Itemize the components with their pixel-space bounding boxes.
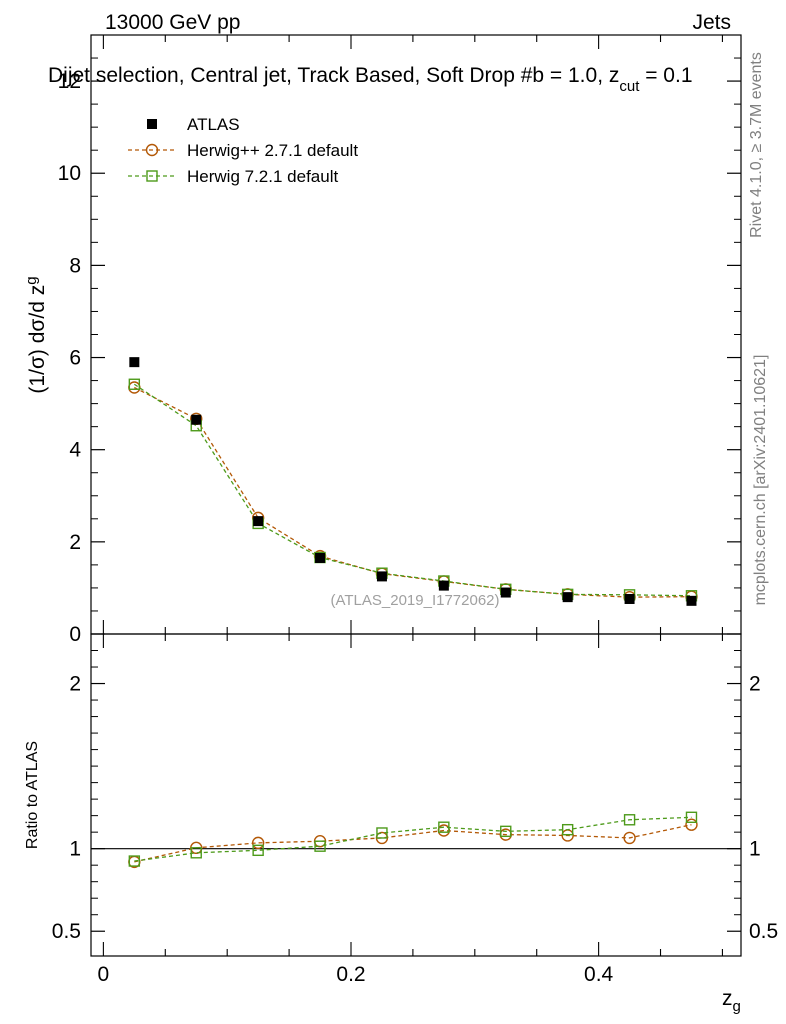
- x-tick-label: 0.4: [584, 963, 614, 986]
- header-energy: 13000 GeV pp: [105, 11, 240, 34]
- atlas-main-point: [562, 592, 573, 603]
- legend-herwigpp-marker: [145, 143, 159, 157]
- herwigpp-ratio-line: [134, 824, 692, 863]
- rivet-version-label: Rivet 4.1.0, ≥ 3.7M events: [748, 52, 765, 238]
- atlas-main-point: [129, 357, 140, 368]
- plot-title: Dijet selection, Central jet, Track Base…: [48, 64, 693, 95]
- ratio-panel-frame: [90, 633, 742, 957]
- main-y-tick-label: 10: [58, 162, 81, 185]
- x-axis-label-sub: g: [733, 998, 741, 1015]
- atlas-main-point: [438, 580, 449, 591]
- analysis-watermark: (ATLAS_2019_I1772062): [330, 592, 499, 609]
- main-y-tick-label: 8: [69, 254, 81, 277]
- herwig7-ratio-point: [252, 844, 264, 857]
- atlas-main-point: [315, 552, 326, 563]
- plot-title-main: Dijet selection, Central jet, Track Base…: [48, 64, 619, 87]
- main-y-axis-label: (1/σ) dσ/d zg: [23, 276, 49, 393]
- ratio-y-tick-label-right: 1: [749, 838, 761, 861]
- main-axes: 0 2 4 6 8 10 12: [58, 35, 741, 646]
- atlas-main-point: [500, 587, 511, 598]
- atlas-main-point: [376, 571, 387, 582]
- main-series-layer: [128, 357, 698, 606]
- ratio-y-tick-label-right: 0.5: [749, 920, 778, 943]
- herwig7-ratio-point: [623, 814, 636, 826]
- herwig7-main-point: [128, 378, 141, 390]
- atlas-main-point: [253, 516, 264, 527]
- main-y-axis-label-sub: g: [23, 276, 40, 284]
- herwigpp-ratio-point: [251, 836, 265, 850]
- herwig7-ratio-point: [500, 825, 512, 838]
- atlas-main-point: [624, 593, 635, 604]
- x-tick-label: 0.2: [336, 963, 365, 986]
- header-category: Jets: [692, 11, 731, 34]
- herwig7-ratio-point: [438, 821, 450, 833]
- herwig7-ratio-point: [561, 823, 574, 836]
- legend-atlas-label: ATLAS: [187, 115, 240, 134]
- herwig7-ratio-point: [376, 827, 388, 839]
- plot-title-sub: cut: [619, 78, 640, 95]
- main-y-tick-label: 0: [69, 623, 81, 646]
- herwig7-ratio-point: [190, 847, 202, 859]
- x-tick-label: 0: [98, 963, 110, 986]
- herwig7-main-line: [133, 383, 692, 597]
- ratio-y-tick-label-right: 2: [749, 673, 761, 696]
- herwigpp-ratio-point: [623, 831, 636, 845]
- mcplots-label: mcplots.cern.ch [arXiv:2401.10621]: [752, 355, 769, 606]
- ratio-y-tick-label-left: 0.5: [52, 920, 81, 943]
- ratio-y-tick-label-left: 1: [69, 838, 81, 861]
- herwigpp-ratio-point: [685, 818, 698, 831]
- atlas-main-point: [191, 414, 202, 425]
- herwig7-ratio-point: [128, 855, 141, 867]
- main-y-axis-label-main: (1/σ) dσ/d z: [26, 285, 49, 394]
- legend: ATLAS Herwig++ 2.7.1 default Herwig 7.2.1 …: [128, 115, 358, 186]
- legend-herwig7-label: Herwig 7.2.1 default: [187, 167, 338, 186]
- main-y-tick-label: 6: [69, 347, 81, 370]
- ratio-axes: 0.5 0.5 1 1 2 2 0 0.2 0.4: [52, 634, 778, 986]
- main-y-tick-label: 2: [69, 531, 81, 554]
- herwigpp-main-line: [134, 386, 692, 598]
- herwig7-ratio-line: [134, 816, 692, 862]
- legend-atlas-marker: [147, 119, 157, 129]
- herwig7-ratio-point: [685, 811, 698, 823]
- legend-herwigpp-label: Herwig++ 2.7.1 default: [187, 141, 358, 160]
- x-axis-label: zg: [722, 987, 741, 1015]
- x-axis-label-main: z: [722, 987, 733, 1010]
- herwig7-ratio-point: [314, 840, 326, 852]
- atlas-main-point: [686, 595, 697, 606]
- plot-title-end: = 0.1: [639, 64, 692, 87]
- ratio-y-axis-label: Ratio to ATLAS: [24, 741, 41, 849]
- main-y-tick-label: 12: [58, 70, 81, 93]
- legend-herwig7-marker: [146, 170, 158, 182]
- main-y-tick-label: 4: [69, 439, 81, 462]
- ratio-y-tick-label-left: 2: [69, 673, 81, 696]
- ratio-series-layer: [128, 811, 698, 869]
